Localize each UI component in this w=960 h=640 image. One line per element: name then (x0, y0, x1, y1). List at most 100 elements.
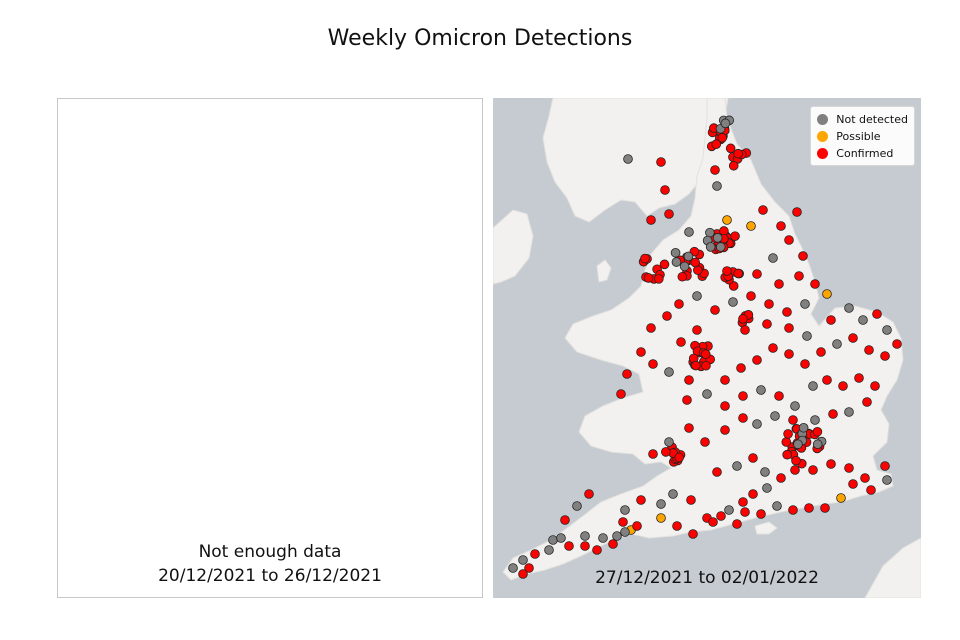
not-detected-marker (728, 297, 738, 307)
confirmed-marker (584, 489, 594, 499)
not-detected-marker (670, 247, 681, 258)
confirmed-marker (826, 315, 836, 325)
confirmed-marker (701, 360, 711, 371)
possible-marker (656, 513, 666, 523)
confirmed-marker (752, 269, 762, 279)
possible-marker (722, 215, 732, 225)
confirmed-marker (844, 463, 854, 473)
not-detected-marker (623, 154, 633, 164)
confirmed-marker (646, 323, 656, 333)
confirmed-marker (725, 143, 736, 154)
confirmed-marker (674, 299, 684, 309)
confirmed-marker (804, 503, 814, 513)
not-detected-marker (548, 535, 558, 545)
not-detected-marker (656, 499, 666, 509)
confirmed-marker (788, 505, 798, 515)
confirmed-marker (684, 375, 694, 385)
confirmed-marker (740, 507, 750, 517)
confirmed-marker (740, 325, 750, 335)
not-detected-marker (664, 367, 674, 377)
confirmed-marker (880, 351, 890, 361)
legend-marker-confirmed (817, 148, 829, 159)
confirmed-marker (708, 517, 718, 527)
not-detected-marker (683, 251, 694, 262)
confirmed-marker (682, 395, 692, 405)
confirmed-marker (791, 455, 801, 466)
confirmed-marker (870, 381, 880, 391)
confirmed-marker (646, 215, 656, 225)
not-detected-marker (668, 489, 678, 499)
confirmed-marker (622, 369, 632, 379)
confirmed-marker (738, 413, 748, 423)
not-detected-marker (793, 439, 803, 450)
not-detected-marker (612, 531, 622, 541)
confirmed-marker (792, 207, 802, 217)
not-detected-marker (679, 261, 690, 272)
confirmed-marker (717, 132, 728, 143)
not-detected-marker (882, 475, 892, 485)
right-panel-date-range: 27/12/2021 to 02/01/2022 (595, 568, 819, 588)
confirmed-marker (752, 355, 762, 365)
confirmed-marker (798, 251, 808, 261)
confirmed-marker (692, 325, 702, 335)
confirmed-marker (738, 497, 748, 507)
confirmed-marker (580, 541, 590, 551)
confirmed-marker (518, 569, 528, 579)
confirmed-marker (656, 157, 666, 167)
confirmed-marker (820, 503, 830, 513)
not-detected-marker (800, 299, 810, 309)
confirmed-marker (686, 495, 696, 505)
confirmed-marker (790, 465, 800, 475)
confirmed-marker (662, 311, 672, 321)
confirmed-marker (659, 259, 670, 270)
confirmed-marker (872, 309, 882, 319)
confirmed-marker (640, 253, 650, 264)
possible-marker (746, 221, 756, 231)
not-detected-marker (752, 419, 762, 429)
figure-title: Weekly Omicron Detections (327, 26, 633, 51)
confirmed-marker (828, 409, 838, 419)
confirmed-marker (738, 391, 748, 401)
not-detected-marker (768, 253, 778, 263)
confirmed-marker (816, 347, 826, 357)
not-detected-marker (756, 385, 766, 395)
confirmed-marker (690, 257, 701, 268)
confirmed-marker (560, 515, 570, 525)
confirmed-marker (676, 337, 686, 347)
legend-label-confirmed: Confirmed (836, 147, 894, 160)
confirmed-marker (848, 479, 858, 489)
map-land-france (864, 537, 921, 598)
map-legend: Not detected Possible Confirmed (810, 106, 915, 166)
confirmed-marker (711, 139, 722, 149)
confirmed-marker (684, 423, 694, 433)
not-detected-marker (620, 527, 630, 537)
not-detected-marker (692, 291, 702, 301)
not-detected-marker (770, 411, 780, 421)
legend-marker-possible (817, 131, 829, 142)
confirmed-marker (660, 185, 670, 195)
not-detected-marker (844, 407, 854, 417)
possible-marker (836, 493, 846, 503)
confirmed-marker (738, 314, 748, 324)
confirmed-marker (733, 268, 744, 279)
confirmed-marker (776, 473, 786, 483)
not-detected-marker (712, 233, 723, 243)
confirmed-marker (826, 459, 836, 469)
confirmed-marker (781, 437, 792, 447)
confirmed-marker (728, 160, 739, 171)
not-detected-marker (705, 242, 716, 252)
possible-marker (822, 289, 832, 299)
confirmed-marker (720, 375, 730, 385)
confirmed-marker (848, 333, 858, 343)
confirmed-marker (736, 363, 746, 373)
confirmed-marker (776, 221, 786, 231)
confirmed-marker (794, 271, 804, 281)
not-detected-marker (671, 257, 682, 267)
confirmed-marker (648, 359, 658, 369)
confirmed-marker (720, 425, 730, 435)
confirmed-marker (788, 415, 798, 425)
confirmed-marker (710, 305, 720, 315)
not-detected-marker (705, 227, 715, 238)
confirmed-marker (654, 274, 664, 284)
not-detected-marker (724, 505, 734, 515)
